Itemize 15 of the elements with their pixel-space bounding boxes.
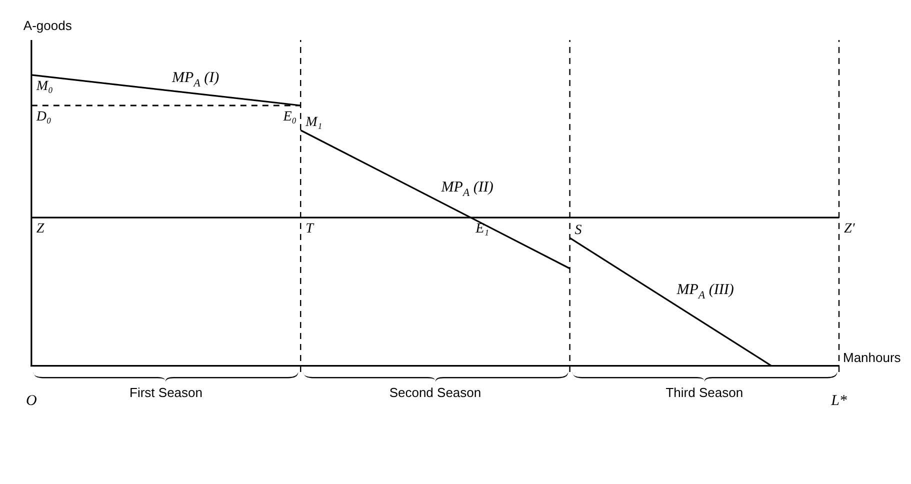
annotation: Z′ [844,222,856,237]
x-axis-title: Manhours [843,350,902,365]
y-axis-title: A-goods [23,18,72,33]
text: First Season [130,385,203,400]
annotation: M₁ [304,115,322,130]
annotation: T [306,222,315,237]
annotation: E₀ [282,109,297,124]
annotation: M₀ [35,78,54,94]
annotation: D₀ [35,109,52,124]
x-tick-label: O [26,392,37,409]
annotation: S [574,222,582,238]
text: Third Season [666,385,744,400]
annotation: Z [36,222,44,237]
text: Second Season [389,385,482,400]
x-tick-label: L* [830,392,848,409]
